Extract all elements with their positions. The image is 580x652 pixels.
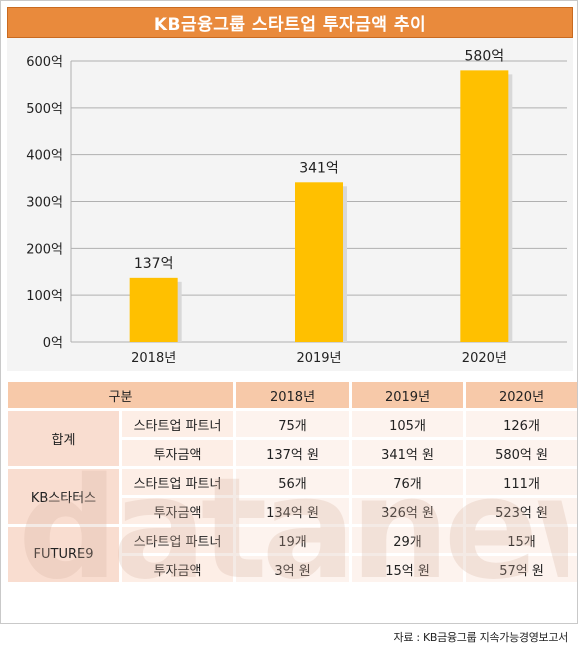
bar (129, 277, 178, 342)
chart-area: 0억 100억 200억 300억 400억 500억 600억 137억 2018년 341억 2… (7, 38, 573, 371)
source-note: 자료 : KB금융그룹 지속가능경영보고서 (393, 631, 569, 644)
value-cell: 126개 (463, 408, 577, 440)
group-name-cell: KB스타터스 (5, 466, 122, 527)
bar (295, 182, 343, 342)
data-label: 341억 (299, 160, 339, 176)
value-cell: 523억 원 (463, 495, 577, 527)
y-tick-label: 200억 (26, 242, 63, 257)
value-cell: 76개 (349, 466, 467, 498)
value-cell: 15개 (463, 524, 577, 556)
table-row: 투자금액 137억 원 341억 원 580억 원 (7, 437, 577, 469)
table-row: 투자금액 134억 원 326억 원 523억 원 (7, 495, 577, 527)
row-label-cell: 스타트업 파트너 (118, 524, 237, 556)
value-cell: 75개 (233, 408, 353, 440)
value-cell: 326억 원 (349, 495, 467, 527)
y-tick-label: 400억 (26, 149, 63, 164)
x-category-label: 2020년 (462, 351, 507, 366)
row-label-cell: 투자금액 (118, 495, 237, 527)
x-category-label: 2018년 (131, 351, 176, 366)
row-label-cell: 스타트업 파트너 (118, 466, 237, 498)
group-name-cell: 합계 (5, 408, 122, 469)
y-tick-label: 0억 (43, 336, 63, 351)
value-cell: 29개 (349, 524, 467, 556)
value-cell: 111개 (463, 466, 577, 498)
table-header-row: 구분 2018년 2019년 2020년 (4, 379, 577, 411)
table-row: FUTURE9 스타트업 파트너 19개 29개 15개 (5, 524, 577, 585)
value-cell: 57억 원 (463, 553, 577, 585)
value-cell: 3억 원 (233, 553, 353, 585)
data-label: 580억 (465, 48, 505, 64)
y-tick-label: 600억 (26, 55, 63, 70)
bar-chart: 0억 100억 200억 300억 400억 500억 600억 137억 2018년 341억 2… (26, 48, 567, 366)
table-row: 합계 스타트업 파트너 75개 105개 126개 (5, 408, 577, 469)
header-year-cell: 2020년 (463, 379, 577, 411)
row-label-cell: 스타트업 파트너 (118, 408, 237, 440)
value-cell: 56개 (233, 466, 353, 498)
title-bar: KB금융그룹 스타트업 투자금액 추이 (7, 7, 573, 38)
row-label-cell: 투자금액 (118, 553, 237, 585)
y-tick-label: 500억 (26, 102, 63, 117)
value-cell: 137억 원 (233, 437, 353, 469)
table-row: 투자금액 3억 원 15억 원 57억 원 (7, 553, 577, 585)
infographic-frame: KB금융그룹 스타트업 투자금액 추이 0억 100억 200억 300억 400억 50… (0, 0, 578, 624)
table-row: KB스타터스 스타트업 파트너 56개 76개 111개 (5, 466, 577, 527)
chart-title: KB금융그룹 스타트업 투자금액 추이 (153, 15, 427, 35)
x-category-label: 2019년 (296, 351, 341, 366)
data-label: 137억 (134, 256, 174, 272)
data-table: 구분 2018년 2019년 2020년 합계 스타트업 파트너 75개 105개 126개 투자… (4, 379, 577, 585)
row-label-cell: 투자금액 (118, 437, 237, 469)
y-tick-label: 100억 (26, 289, 63, 304)
header-group-cell: 구분 (4, 379, 237, 411)
y-tick-label: 300억 (26, 196, 63, 211)
value-cell: 19개 (233, 524, 353, 556)
value-cell: 105개 (349, 408, 467, 440)
bar (460, 70, 509, 342)
value-cell: 134억 원 (233, 495, 353, 527)
header-year-cell: 2018년 (233, 379, 353, 411)
header-year-cell: 2019년 (349, 379, 467, 411)
value-cell: 341억 원 (349, 437, 467, 469)
value-cell: 15억 원 (349, 553, 467, 585)
group-name-cell: FUTURE9 (5, 524, 122, 585)
value-cell: 580억 원 (463, 437, 577, 469)
